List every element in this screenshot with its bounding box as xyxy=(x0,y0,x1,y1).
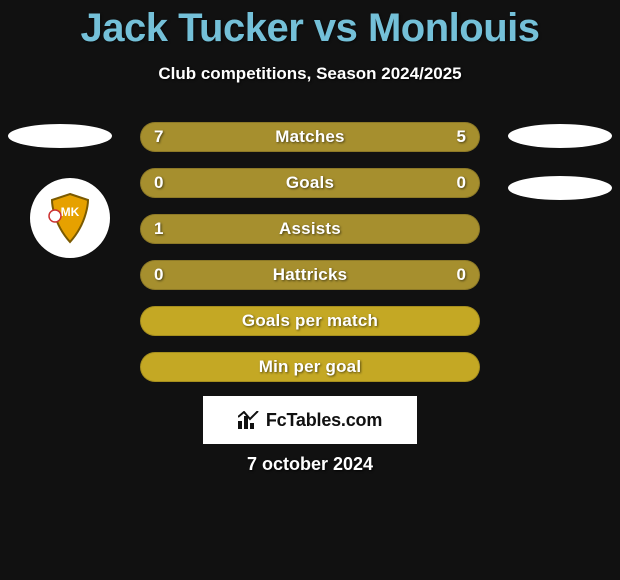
stat-bar: Matches 7 5 xyxy=(140,122,480,152)
stat-label: Hattricks xyxy=(273,265,348,285)
stat-value-right: 0 xyxy=(457,265,466,285)
stat-value-left: 0 xyxy=(154,265,163,285)
stat-label: Goals per match xyxy=(242,311,378,331)
stat-value-left: 1 xyxy=(154,219,163,239)
stat-bar: Assists 1 xyxy=(140,214,480,244)
stat-bar: Goals per match xyxy=(140,306,480,336)
stat-value-left: 7 xyxy=(154,127,163,147)
player-left-photo-placeholder xyxy=(8,124,112,148)
stat-label: Matches xyxy=(275,127,344,147)
date-stamp: 7 october 2024 xyxy=(0,454,620,475)
stat-bar: Goals 0 0 xyxy=(140,168,480,198)
club-right-photo-placeholder xyxy=(508,176,612,200)
brand-panel[interactable]: FcTables.com xyxy=(203,396,417,444)
stat-label: Min per goal xyxy=(259,357,362,377)
stat-bar: Min per goal xyxy=(140,352,480,382)
stat-value-right: 5 xyxy=(457,127,466,147)
stats-bars: Matches75Goals00Assists1Hattricks00Goals… xyxy=(140,122,480,398)
stat-value-right: 0 xyxy=(457,173,466,193)
page-title: Jack Tucker vs Monlouis xyxy=(0,6,620,50)
stat-bar: Hattricks 0 0 xyxy=(140,260,480,290)
svg-text:MK: MK xyxy=(61,205,80,219)
stat-value-left: 0 xyxy=(154,173,163,193)
comparison-card: Jack Tucker vs Monlouis Club competition… xyxy=(0,0,620,580)
stat-label: Assists xyxy=(279,219,341,239)
brand-name: FcTables.com xyxy=(266,410,382,431)
player-right-photo-placeholder xyxy=(508,124,612,148)
shield-icon: MK xyxy=(48,192,92,244)
brand-mark-icon xyxy=(238,411,260,429)
stat-label: Goals xyxy=(286,173,334,193)
club-badge-left: MK xyxy=(30,178,110,258)
subtitle: Club competitions, Season 2024/2025 xyxy=(0,64,620,84)
